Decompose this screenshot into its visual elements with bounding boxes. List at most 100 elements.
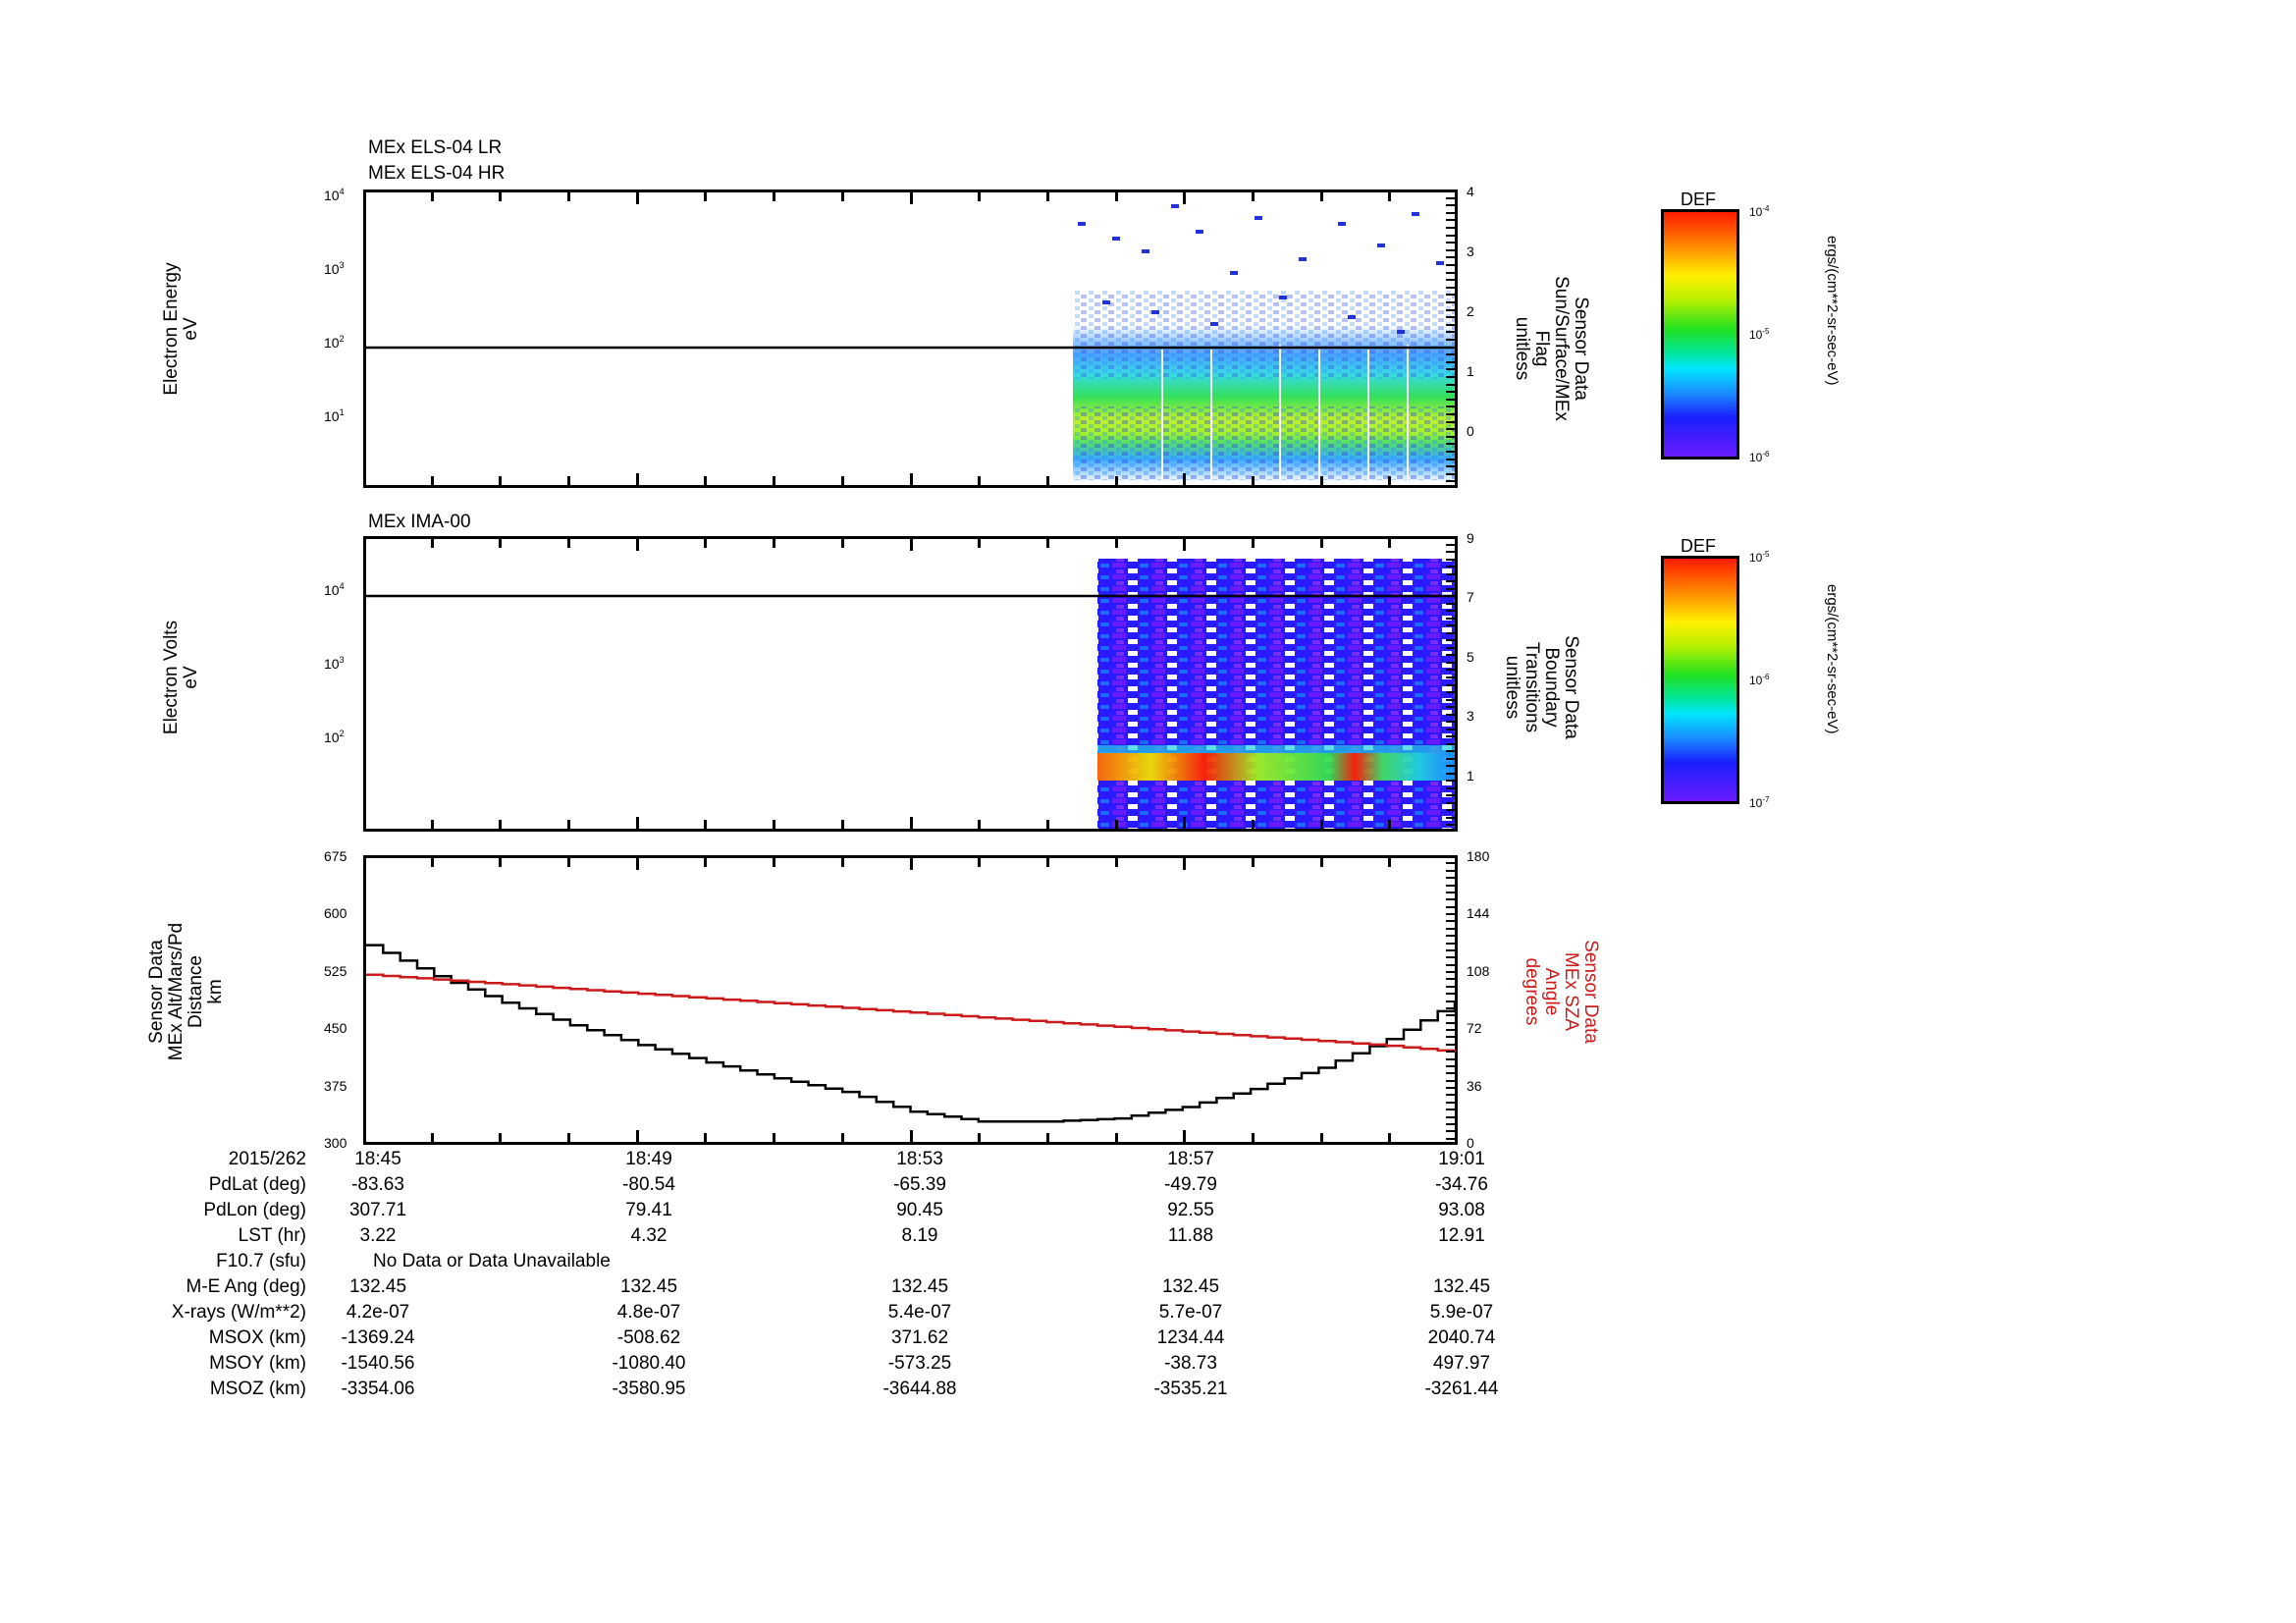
panel1-ytick-1e1: 101 — [324, 407, 345, 424]
ephemeris-row-label: PdLat (deg) — [208, 1174, 306, 1195]
colorbar1-title: DEF — [1681, 189, 1716, 209]
panel2-ytick-1e3: 103 — [324, 655, 345, 672]
right-y-minor-tick — [1446, 227, 1455, 229]
ephemeris-cell: -34.76 — [1435, 1174, 1488, 1195]
panel3-ytick-300: 300 — [324, 1135, 347, 1151]
right-y-minor-tick — [1446, 610, 1455, 613]
ephemeris-cell: 8.19 — [901, 1225, 938, 1246]
right-y-minor-tick — [1446, 256, 1455, 259]
ephemeris-cell: 132.45 — [619, 1276, 678, 1297]
x-tick-mark — [840, 192, 844, 201]
x-tick-mark — [499, 820, 503, 829]
panel2-title: MEx IMA-00 — [368, 512, 471, 532]
right-y-minor-tick — [1446, 368, 1455, 371]
colorbar2-mid-label: 10-6 — [1749, 673, 1770, 687]
ephemeris-cell: 2040.74 — [1427, 1327, 1496, 1348]
right-y-minor-tick — [1446, 948, 1455, 951]
x-tick-mark — [1388, 858, 1392, 867]
right-y-minor-tick — [1446, 360, 1455, 363]
ephemeris-cell: 11.88 — [1167, 1225, 1214, 1246]
right-y-minor-tick — [1446, 706, 1455, 709]
x-tick-mark — [430, 820, 434, 829]
right-y-minor-tick — [1446, 669, 1455, 672]
panel1-rtick-4: 4 — [1467, 184, 1474, 199]
x-tick-mark — [909, 1130, 913, 1142]
x-tick-mark — [909, 192, 913, 204]
panel3-ytick-525: 525 — [324, 963, 347, 979]
x-tick-mark — [1114, 858, 1118, 867]
x-tick-mark — [1045, 858, 1049, 867]
x-tick-mark — [567, 539, 571, 548]
time-label: 18:57 — [1167, 1149, 1214, 1169]
ephemeris-cell: -573.25 — [887, 1353, 952, 1374]
right-y-minor-tick — [1446, 1043, 1455, 1046]
panel1-right-ylabel-line3: Flag — [1531, 330, 1552, 367]
panel1-right-ylabel-line4: unitless — [1512, 316, 1532, 381]
right-y-minor-tick — [1446, 993, 1455, 996]
right-y-minor-tick — [1446, 750, 1455, 753]
right-y-minor-tick — [1446, 602, 1455, 605]
panel3-ylabel-line2: MEx Alt/Mars/Pd — [166, 922, 187, 1061]
x-tick-mark — [978, 858, 982, 867]
panel3-rtick-72: 72 — [1467, 1020, 1482, 1036]
panel3-ytick-375: 375 — [324, 1078, 347, 1094]
time-label: 18:45 — [354, 1149, 401, 1169]
right-y-minor-tick — [1446, 196, 1455, 199]
panel3-rtick-108: 108 — [1467, 963, 1490, 979]
x-tick-mark — [840, 858, 844, 867]
panel1-ytick-1e3: 103 — [324, 260, 345, 277]
colorbar2-title: DEF — [1681, 536, 1716, 556]
right-y-minor-tick — [1446, 551, 1455, 554]
colorbar2 — [1661, 556, 1739, 804]
right-y-minor-tick — [1446, 211, 1455, 214]
x-tick-mark — [1251, 820, 1255, 829]
x-tick-mark — [1183, 817, 1187, 829]
right-y-minor-tick — [1446, 786, 1455, 789]
panel2-ylabel-line1: Electron Volts — [161, 620, 182, 735]
panel1-ytick-1e4: 104 — [324, 187, 345, 203]
right-y-minor-tick — [1446, 942, 1455, 945]
panel3-ytick-600: 600 — [324, 905, 347, 921]
x-tick-mark — [1114, 1133, 1118, 1142]
right-y-minor-tick — [1446, 698, 1455, 701]
right-y-minor-tick — [1446, 1057, 1455, 1060]
x-tick-mark — [499, 1133, 503, 1142]
x-tick-mark — [704, 476, 708, 485]
panel3-line-plot — [366, 944, 1457, 1123]
right-y-minor-tick — [1446, 1000, 1455, 1002]
right-y-minor-tick — [1446, 728, 1455, 730]
right-y-minor-tick — [1446, 816, 1455, 819]
ephemeris-cell: 4.32 — [630, 1225, 667, 1246]
right-y-minor-tick — [1446, 558, 1455, 561]
panel3-right-ylabel-line2: MEx SZA — [1561, 951, 1581, 1032]
right-y-minor-tick — [1446, 383, 1455, 386]
panel2-right-ylabel-line3: Transitions — [1522, 641, 1542, 733]
right-y-minor-tick — [1446, 316, 1455, 319]
panel2-rtick-9: 9 — [1467, 530, 1474, 546]
panel1-title-lr: MEx ELS-04 LR — [368, 137, 503, 158]
x-tick-mark — [1388, 539, 1392, 548]
panel2-rtick-3: 3 — [1467, 708, 1474, 724]
x-tick-mark — [704, 539, 708, 548]
ephemeris-cell: 132.45 — [1432, 1276, 1491, 1297]
right-y-minor-tick — [1446, 721, 1455, 724]
x-tick-mark — [430, 858, 434, 867]
right-y-minor-tick — [1446, 595, 1455, 598]
colorbar1-top-label: 10-4 — [1749, 204, 1770, 219]
x-tick-mark — [499, 858, 503, 867]
right-y-minor-tick — [1446, 580, 1455, 583]
panel3-ylabel: Sensor Data MEx Alt/Mars/Pd Distance km — [146, 874, 226, 1109]
x-tick-mark — [704, 192, 708, 201]
x-tick-mark — [1251, 192, 1255, 201]
ephemeris-cell: 371.62 — [890, 1327, 949, 1348]
right-y-minor-tick — [1446, 1029, 1455, 1031]
x-tick-mark — [1319, 1133, 1323, 1142]
right-y-minor-tick — [1446, 543, 1455, 546]
panel3-rtick-144: 144 — [1467, 905, 1490, 921]
right-y-minor-tick — [1446, 877, 1455, 880]
ephemeris-cell: 3.22 — [359, 1225, 397, 1246]
panel1-right-ylabel-line1: Sensor Data — [1571, 297, 1591, 401]
ephemeris-cell: 307.71 — [348, 1200, 407, 1220]
panel2-right-ylabel-line4: unitless — [1502, 655, 1522, 720]
right-y-minor-tick — [1446, 1036, 1455, 1039]
